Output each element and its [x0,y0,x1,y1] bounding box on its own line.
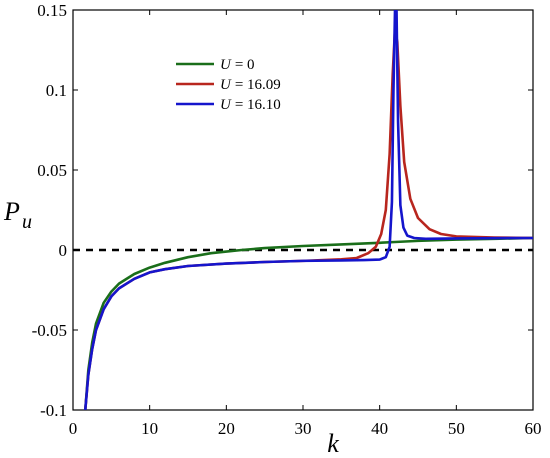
y-tick-label: 0.15 [37,1,67,20]
x-tick-label: 20 [218,419,235,438]
y-axis-label-sub: u [22,211,32,233]
series-line-1 [83,27,533,410]
legend-label-1: U = 16.09 [220,77,281,93]
plot-area [72,9,534,411]
legend-var: U [220,77,232,93]
legend-label-2: U = 16.10 [220,97,281,113]
y-tick-label: -0.05 [32,321,67,340]
y-axis-label-main: P [3,197,20,226]
series-line-2 [83,10,533,410]
x-tick-label: 0 [69,419,78,438]
x-tick-label: 10 [141,419,158,438]
legend-var: U [220,57,232,73]
plot-frame [72,9,534,411]
legend-value: = 16.10 [235,97,281,113]
ticks-layer [72,9,534,411]
legend-var: U [220,97,232,113]
series-layer [83,10,533,410]
x-axis-label: k [327,429,339,458]
legend-label-0: U = 0 [220,57,255,73]
series-line-0 [83,236,533,410]
x-tick-labels: 0 10 20 30 40 50 60 [69,419,542,438]
legend: U = 0U = 16.09U = 16.10 [176,57,281,113]
x-tick-label: 50 [448,419,465,438]
x-tick-label: 60 [525,419,542,438]
y-tick-label: -0.1 [40,401,67,420]
x-tick-label: 30 [295,419,312,438]
y-tick-label: 0.1 [46,81,67,100]
y-tick-label: 0 [59,241,68,260]
y-tick-label: 0.05 [37,161,67,180]
legend-value: = 16.09 [235,77,281,93]
y-axis-label: P u [3,197,32,233]
y-tick-labels: -0.1 -0.05 0 0.05 0.1 0.15 [32,1,67,420]
x-tick-label: 40 [371,419,388,438]
legend-value: = 0 [235,57,255,73]
